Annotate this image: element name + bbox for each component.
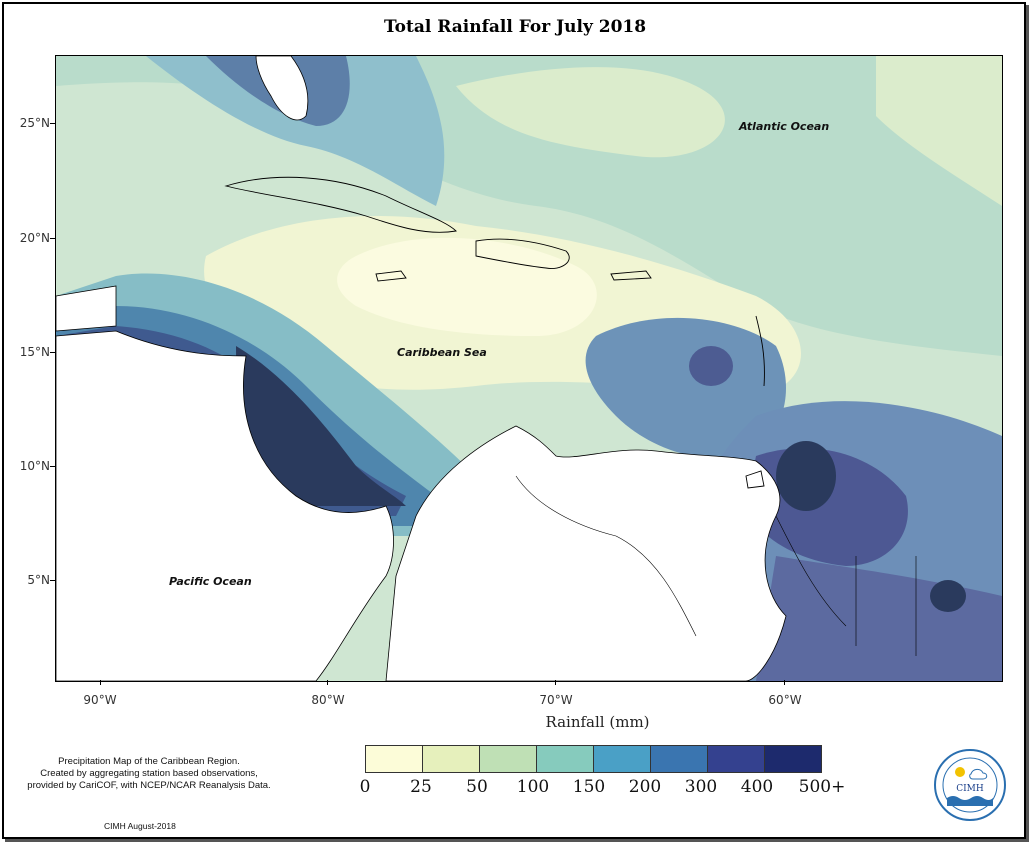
xtick-mark-80w: [327, 680, 328, 685]
legend-label-3: 100: [516, 777, 550, 797]
legend-swatch-7: [765, 746, 821, 772]
rain-zone-dry-ne: [876, 56, 1002, 206]
logo-wave-icon: [947, 796, 993, 806]
border-colombia-venezuela: [515, 475, 697, 637]
legend-swatch-6: [708, 746, 765, 772]
island-puerto-rico: [610, 270, 652, 281]
legend-swatch-5: [651, 746, 708, 772]
xtick-80w: 80°W: [311, 693, 345, 707]
ytick-25n: 25°N: [19, 116, 50, 130]
map-title: Total Rainfall For July 2018: [383, 17, 647, 37]
xtick-mark-90w: [100, 680, 101, 685]
island-trinidad: [745, 470, 765, 489]
legend-swatch-3: [537, 746, 594, 772]
label-pacific-ocean: Pacific Ocean: [169, 575, 252, 588]
legend-label-2: 50: [466, 777, 488, 797]
legend-swatch-2: [480, 746, 537, 772]
x-axis-label: Rainfall (mm): [545, 713, 650, 731]
land-florida: [255, 56, 309, 121]
xtick-70w: 70°W: [539, 693, 573, 707]
island-jamaica: [375, 270, 407, 282]
label-atlantic-ocean: Atlantic Ocean: [739, 120, 830, 133]
rain-zone-guiana-core: [930, 580, 966, 612]
legend-label-0: 0: [359, 777, 371, 797]
cimh-logo: CIMH: [934, 749, 1006, 821]
credit-text: CIMH August-2018: [104, 821, 176, 831]
ytick-5n: 5°N: [27, 573, 50, 587]
land-central-america: [56, 330, 394, 681]
ytick-mark-15n: [50, 352, 55, 353]
ytick-mark-5n: [50, 580, 55, 581]
legend-label-4: 150: [572, 777, 606, 797]
note-line-3: provided by CariCOF, with NCEP/NCAR Rean…: [27, 780, 271, 791]
rain-zone-bahamas: [146, 56, 445, 206]
logo-cloud-icon: [969, 768, 988, 780]
legend-colorbar: [365, 745, 822, 773]
legend-swatch-1: [423, 746, 480, 772]
xtick-60w: 60°W: [768, 693, 802, 707]
note-line-1: Precipitation Map of the Caribbean Regio…: [58, 756, 240, 767]
island-hispaniola: [475, 238, 570, 269]
legend-label-8: 500+: [798, 777, 846, 797]
label-caribbean-sea: Caribbean Sea: [397, 346, 487, 359]
island-arc-lesser-antilles: [755, 315, 765, 387]
ytick-mark-25n: [50, 123, 55, 124]
rain-zone-atlantic: [56, 56, 1002, 356]
ytick-10n: 10°N: [19, 459, 50, 473]
map-description: Precipitation Map of the Caribbean Regio…: [6, 756, 292, 792]
rain-zone-driest: [337, 237, 597, 336]
ytick-20n: 20°N: [19, 231, 50, 245]
legend-swatch-4: [594, 746, 651, 772]
ytick-mark-20n: [50, 238, 55, 239]
ytick-mark-10n: [50, 466, 55, 467]
legend-swatch-0: [366, 746, 423, 772]
land-south-america: [385, 425, 787, 681]
rain-zone-dry-north: [456, 67, 725, 158]
rain-zone-orinoco-500: [776, 441, 836, 511]
logo-sun-icon: [955, 767, 965, 777]
island-cuba: [224, 176, 457, 233]
legend-label-1: 25: [410, 777, 432, 797]
note-line-2: Created by aggregating station based obs…: [40, 768, 258, 779]
land-yucatan: [56, 285, 117, 332]
border-guianas: [775, 515, 917, 656]
rain-zone-east-core: [689, 346, 733, 386]
legend-label-5: 200: [628, 777, 662, 797]
logo-text: CIMH: [956, 784, 984, 794]
rain-zone-east-caribbean: [585, 317, 786, 459]
legend-label-7: 400: [740, 777, 774, 797]
xtick-mark-60w: [784, 680, 785, 685]
ytick-15n: 15°N: [19, 345, 50, 359]
rainfall-map: [55, 55, 1003, 682]
rain-zone-west-500: [236, 346, 406, 506]
legend-label-6: 300: [684, 777, 718, 797]
xtick-90w: 90°W: [83, 693, 117, 707]
rainfall-map-svg: [56, 56, 1002, 681]
xtick-mark-70w: [555, 680, 556, 685]
